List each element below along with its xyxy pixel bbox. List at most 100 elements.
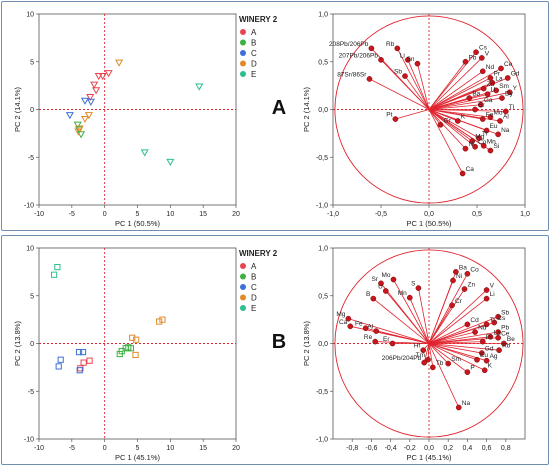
loading-vector — [348, 318, 430, 344]
loading-point — [506, 89, 513, 96]
x-tick-label: -10 — [34, 211, 44, 218]
data-point-a — [104, 70, 113, 78]
loading-vector — [373, 298, 430, 344]
y-tick-label: -5 — [28, 389, 34, 396]
legend-label-a: A — [251, 28, 257, 37]
variable-label: Ni — [456, 273, 462, 280]
loading-vector — [428, 341, 483, 344]
variable-label: Gr — [444, 117, 452, 124]
x-axis-label: PC 1 (45.1%) — [115, 453, 161, 462]
x-tick-label: -5 — [69, 445, 75, 452]
variable-label: Co — [478, 139, 487, 146]
loading-point — [478, 350, 485, 356]
panel-letter: B — [272, 331, 286, 353]
data-point-c — [57, 356, 64, 363]
variable-label: Mg — [336, 311, 345, 318]
data-point-a — [86, 357, 93, 364]
loading-vector — [376, 330, 430, 344]
loading-point — [483, 321, 490, 328]
x-tick-label: 0,5 — [472, 211, 482, 218]
panel-b-figure: -10 -5 0 5 10 15 20 -10 -5 0 5 10 PC 1 (45.1%) PC 2 (… — [13, 246, 526, 462]
loading-vector — [428, 104, 481, 110]
variable-label: Fe — [355, 321, 363, 328]
loading-point — [502, 108, 509, 115]
loading-point — [378, 56, 384, 63]
loading-point — [421, 359, 428, 366]
variable-label: Gd — [485, 346, 494, 353]
loading-vector — [428, 109, 463, 174]
loading-vector — [428, 109, 491, 151]
y-axis-label: PC 2 (14.1%) — [13, 86, 22, 132]
variable-label: Ag — [490, 353, 498, 360]
data-point-c — [76, 367, 83, 374]
variable-label: 207Pb/206Pb — [339, 52, 379, 59]
loading-point — [473, 49, 479, 56]
data-point-c — [80, 97, 90, 105]
loading-vector — [428, 273, 468, 344]
variable-label: Ce — [504, 61, 513, 68]
y-tick-label: -1,0 — [316, 203, 328, 210]
legend-marker-b — [240, 39, 246, 46]
variable-label: V — [485, 50, 490, 57]
legend-title: WINERY 2 — [239, 249, 278, 258]
data-point-c — [86, 98, 95, 106]
loading-point — [390, 276, 397, 283]
variable-label: Y — [513, 85, 518, 92]
x-tick-label: -10 — [34, 445, 44, 452]
data-point-d — [74, 128, 83, 136]
legend-marker-a — [240, 29, 246, 35]
loading-point — [372, 338, 379, 345]
variable-label: U — [378, 283, 383, 290]
x-tick-label: 0 — [103, 211, 107, 218]
data-point-a — [92, 87, 101, 95]
loading-vector — [428, 331, 476, 344]
loading-point — [481, 367, 488, 374]
loading-vector — [423, 343, 430, 363]
variable-label: Nd — [478, 325, 487, 332]
loading-vector — [428, 109, 466, 149]
variable-label: Re — [364, 334, 373, 341]
data-point-b — [127, 345, 135, 352]
data-point-b — [116, 350, 123, 358]
x-tick-label: -0,8 — [346, 445, 358, 452]
loading-point — [382, 288, 389, 294]
variable-label: Cs — [497, 315, 506, 322]
x-tick-label: 0,8 — [501, 445, 511, 452]
data-point-c — [65, 112, 74, 120]
y-tick-label: 0,0 — [318, 341, 328, 348]
loading-point — [437, 121, 444, 128]
loading-point — [489, 79, 496, 86]
variable-label: Mn — [487, 138, 496, 145]
loading-point — [462, 58, 469, 65]
variable-label: Sm — [499, 83, 509, 90]
data-point-d — [115, 59, 124, 67]
legend-marker-e — [240, 71, 246, 77]
loading-point — [420, 347, 427, 354]
variable-label: Ce — [501, 330, 510, 337]
variable-label: Ba — [472, 91, 480, 98]
loading-point — [368, 45, 375, 52]
panel-letter: A — [272, 97, 286, 119]
loading-vector — [428, 316, 499, 344]
data-point-b — [73, 121, 82, 129]
legend-label-c: C — [251, 49, 257, 58]
loading-vector — [418, 288, 430, 344]
loading-vector — [428, 109, 506, 112]
loading-vector — [385, 290, 430, 344]
variable-label: 87Sr/86Sr — [337, 71, 367, 78]
variable-label: Pr — [493, 70, 500, 77]
loading-point — [483, 287, 490, 293]
data-point-e — [54, 264, 61, 271]
loading-point — [373, 328, 380, 334]
variable-label: Co — [470, 266, 479, 273]
variable-label: U — [491, 87, 496, 94]
data-point-e — [166, 158, 175, 167]
legend-label-b: B — [251, 39, 256, 48]
loading-vector — [428, 97, 503, 110]
loading-vector — [428, 343, 460, 408]
variable-label: Dy — [505, 91, 514, 98]
loading-point — [461, 286, 468, 292]
variable-label: Mo — [493, 110, 502, 117]
y-tick-label: 1,0 — [318, 246, 328, 253]
legend-label-b: B — [251, 273, 256, 282]
